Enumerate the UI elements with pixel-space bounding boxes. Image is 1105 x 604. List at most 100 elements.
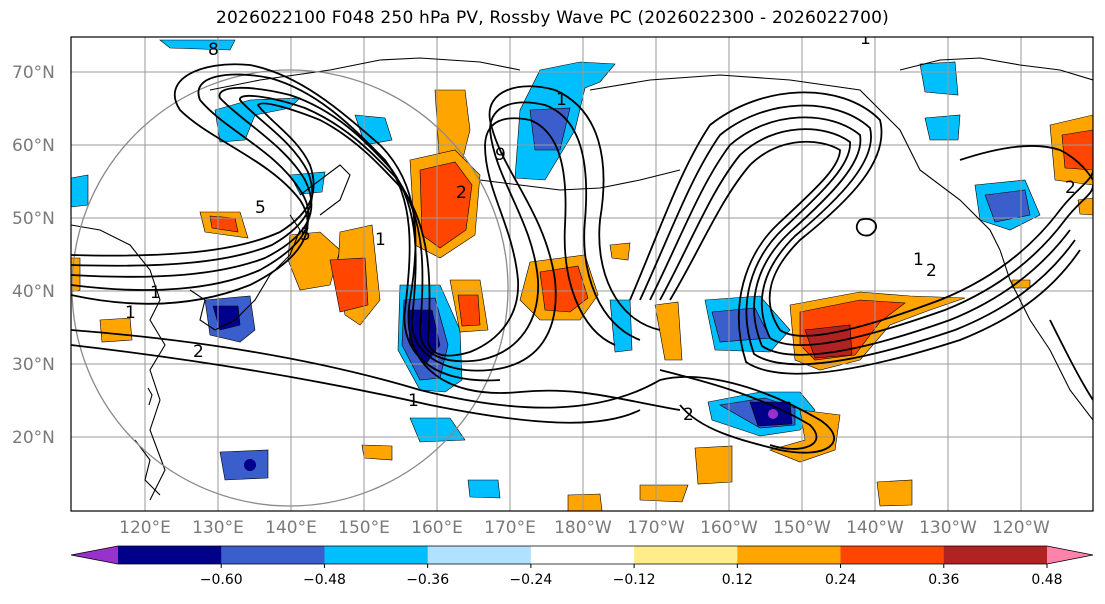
contour-label: 5 (300, 225, 311, 245)
pv-contour (659, 369, 818, 450)
map-frame (70, 36, 1094, 512)
lon-label: 150°E (338, 518, 390, 538)
pv-contour (71, 102, 616, 357)
neg-anomaly-core (244, 459, 256, 471)
coastline-asia (71, 224, 166, 501)
colorbar-segment (118, 546, 222, 564)
colorbar-extend-min (71, 546, 118, 564)
contour-label: 1 (150, 283, 161, 303)
lat-label: 60°N (12, 136, 55, 156)
colorbar-tick-label: 0.12 (722, 572, 753, 588)
lon-label: 140°W (846, 518, 904, 538)
lon-label: 150°W (773, 518, 831, 538)
pos-anomaly-blob (1061, 129, 1093, 171)
colorbar-segment (737, 546, 842, 564)
contour-label: 1 (125, 303, 136, 323)
colorbar-tick-label: −0.36 (406, 572, 449, 588)
coastline-aleutians (479, 169, 681, 191)
coastline-taiwan (147, 387, 153, 406)
lon-label: 130°E (192, 518, 244, 538)
pv-contour (71, 344, 641, 424)
lon-label: 180°W (554, 518, 612, 538)
colorbar-tick-label: 0.48 (1031, 572, 1062, 588)
pv-contour (639, 104, 1093, 347)
lon-label: 170°W (627, 518, 685, 538)
lon-label: 160°W (700, 518, 758, 538)
colorbar-tick-label: −0.12 (613, 572, 656, 588)
pv-anomaly-shading (71, 39, 1093, 511)
neg-anomaly-blob (924, 114, 961, 141)
colorbar-tick-label: −0.60 (200, 572, 243, 588)
colorbar-segment (530, 546, 635, 564)
pv-contour (71, 94, 641, 363)
colorbar-outline (70, 545, 1094, 565)
colorbar-segment (427, 546, 532, 564)
latitude-labels: 70°N 60°N 50°N 40°N 30°N 20°N (12, 63, 55, 448)
pos-anomaly-blob (1077, 197, 1093, 216)
longitude-labels: 120°E 130°E 140°E 150°E 160°E 170°E 180°… (119, 518, 1050, 538)
pos-anomaly-blob (457, 294, 481, 327)
lat-label: 40°N (12, 282, 55, 302)
pos-anomaly-blob (639, 484, 689, 503)
neg-anomaly-blob (467, 479, 501, 499)
pv-contour (71, 63, 681, 411)
colorbar-segment (943, 546, 1048, 564)
coastline-alaska (589, 74, 1001, 251)
pv-contour (1049, 319, 1093, 401)
pv-contour (649, 116, 1071, 356)
coastlines (71, 57, 1093, 501)
pos-anomaly-blob (804, 324, 853, 359)
coastline-arctic-islands (899, 57, 1093, 81)
pv-contour (659, 128, 1076, 366)
pos-anomaly-blob (361, 444, 393, 461)
contour-label-group: 8 5 1 2 1 9 2 1 2 1 1 2 1 2 1 5 (125, 29, 1076, 425)
colorbar-segment (221, 546, 325, 564)
colorbar-tick-label: −0.48 (303, 572, 346, 588)
pv-contour (71, 329, 835, 454)
coastline-philippines (134, 439, 161, 496)
pv-contour (855, 218, 877, 237)
contour-label: 2 (193, 342, 204, 362)
pos-anomaly-blob (329, 257, 369, 313)
lat-label: 70°N (12, 63, 55, 83)
pos-anomaly-blob (567, 493, 603, 511)
pos-anomaly-blob (694, 445, 733, 485)
contour-label: 5 (255, 198, 266, 218)
map-title: 2026022100 F048 250 hPa PV, Rossby Wave … (216, 8, 889, 28)
pos-anomaly-blob (99, 317, 133, 343)
pv-contour (629, 91, 1093, 337)
lon-label: 160°E (411, 518, 463, 538)
colorbar-segment (840, 546, 945, 564)
lon-label: 170°E (484, 518, 536, 538)
colorbar-segment (324, 546, 429, 564)
reference-circle (71, 69, 509, 507)
pos-anomaly-blob (654, 301, 683, 361)
pv-contour (669, 140, 1081, 375)
pv-contour (959, 144, 1093, 181)
colorbar-tick-label: −0.24 (509, 572, 552, 588)
contour-label: 2 (1065, 178, 1076, 198)
lon-label: 120°W (992, 518, 1050, 538)
lat-label: 50°N (12, 209, 55, 229)
contour-label: 1 (556, 90, 567, 110)
neg-anomaly-blob (529, 107, 571, 151)
neg-anomaly-blob (159, 39, 236, 51)
contour-label: 1 (860, 29, 871, 49)
colorbar-segment (634, 546, 738, 564)
pos-anomaly-blob (609, 242, 631, 261)
lat-label: 30°N (12, 355, 55, 375)
lon-label: 140°E (265, 518, 317, 538)
pos-anomaly-blob (876, 479, 913, 507)
neg-anomaly-blob (919, 61, 959, 96)
colorbar: −0.60 −0.48 −0.36 −0.24 −0.12 0.12 0.24 0.36 0.4… (70, 545, 1094, 588)
pv-contour (71, 85, 661, 372)
contour-label: 1 (375, 230, 386, 250)
lat-label: 20°N (12, 428, 55, 448)
contour-label: 2 (926, 261, 937, 281)
neg-anomaly-blob (71, 174, 89, 208)
coastline-east-siberia (209, 57, 521, 91)
contour-label: 8 (208, 40, 219, 60)
colorbar-tick-label: 0.36 (928, 572, 959, 588)
colorbar-tick-label: 0.24 (825, 572, 856, 588)
